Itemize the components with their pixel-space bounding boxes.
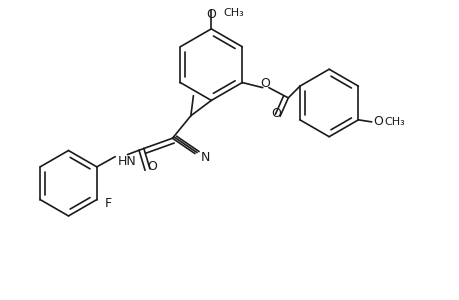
Text: O: O	[373, 116, 383, 128]
Text: O: O	[206, 8, 216, 21]
Text: O: O	[259, 77, 269, 90]
Text: O: O	[147, 160, 157, 173]
Text: O: O	[270, 107, 280, 120]
Text: CH₃: CH₃	[383, 117, 404, 127]
Text: N: N	[201, 151, 210, 164]
Text: F: F	[105, 197, 112, 210]
Text: HN: HN	[117, 154, 136, 168]
Text: CH₃: CH₃	[223, 8, 244, 18]
